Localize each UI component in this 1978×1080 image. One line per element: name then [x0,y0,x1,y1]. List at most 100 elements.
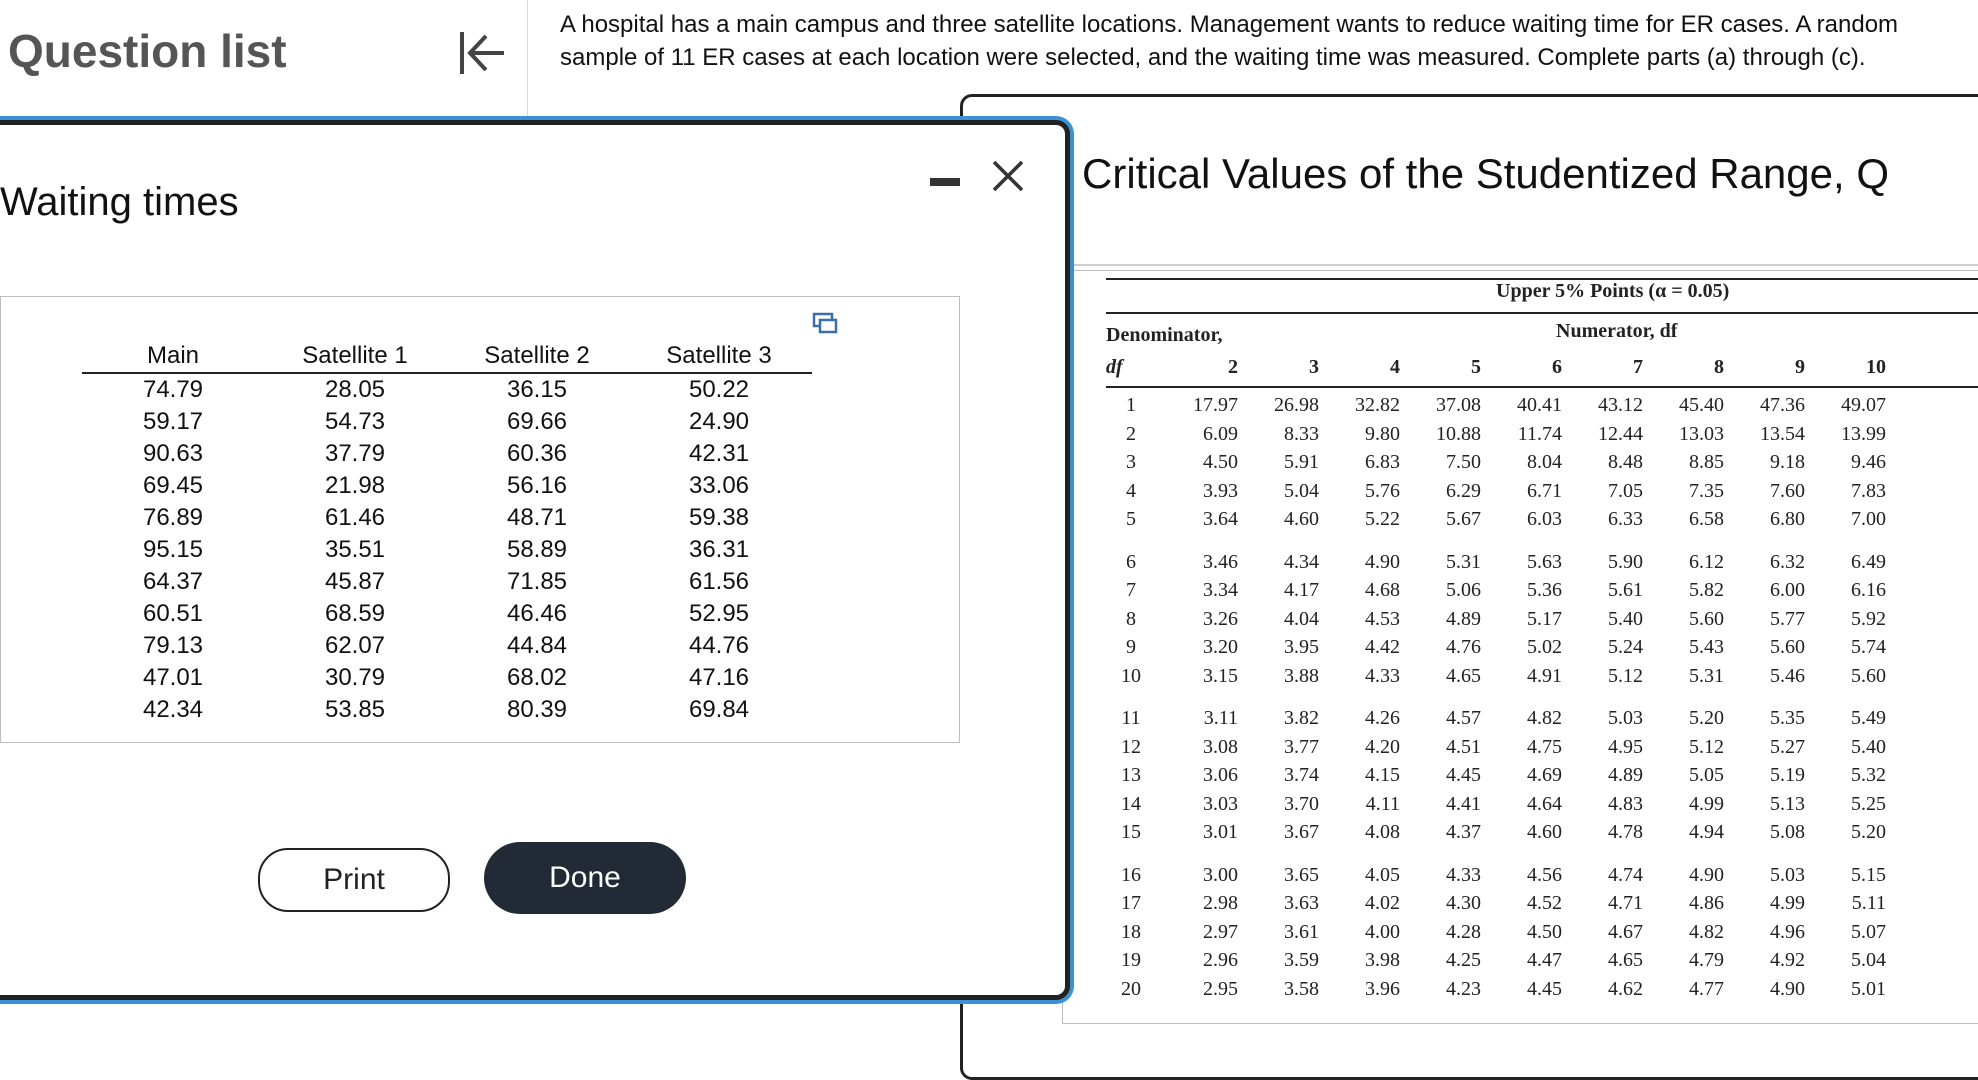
q-value-cell: 4.28 [1446,920,1481,943]
q-value-cell: 5.32 [1851,764,1886,786]
close-icon[interactable] [990,158,1026,194]
table-cell: 28.05 [324,376,386,403]
q-value-cell: 5.31 [1446,550,1481,573]
table-cell: 42.34 [142,696,204,723]
q-value-cell: 4.45 [1527,977,1562,1000]
table-cell: 48.71 [506,504,568,531]
q-value-cell: 9.18 [1770,451,1805,473]
q-value-cell: 4.68 [1365,579,1400,601]
q-value-cell: 5.04 [1284,479,1319,502]
q-value-cell: 4.92 [1770,949,1805,971]
q-value-cell: 5.25 [1851,792,1886,815]
q-value-cell: 4.83 [1608,792,1643,815]
df-row-label: 12 [1121,735,1141,758]
question-text: A hospital has a main campus and three s… [560,11,1899,71]
q-value-cell: 4.91 [1527,664,1562,687]
table-cell: 30.79 [324,664,386,691]
q-value-cell: 3.74 [1284,764,1319,786]
q-value-cell: 4.11 [1365,792,1400,815]
df-row-label: 6 [1126,550,1136,573]
q-value-cell: 4.05 [1365,863,1400,886]
q-value-cell: 8.04 [1527,451,1562,473]
table-cell: 79.13 [142,632,204,659]
q-value-cell: 3.82 [1284,707,1319,729]
q-value-cell: 6.29 [1446,479,1481,502]
q-value-cell: 5.90 [1608,550,1643,573]
q-value-cell: 4.50 [1203,451,1238,473]
table-cell: 61.56 [688,568,750,595]
q-value-cell: 5.19 [1770,764,1805,786]
table-cell: 56.16 [506,472,568,499]
df-row-label: 8 [1126,607,1136,630]
collapse-left-icon[interactable] [456,28,508,78]
q-value-cell: 4.57 [1446,707,1481,729]
dialog-title: Waiting times [0,180,239,224]
numerator-col-header: 4 [1390,356,1400,378]
minimize-icon[interactable] [930,178,960,186]
copy-icon[interactable] [812,312,838,336]
table-cell: 37.79 [324,440,386,467]
table-cell: 76.89 [142,504,204,531]
q-value-cell: 5.92 [1851,607,1886,630]
q-value-cell: 4.47 [1527,949,1562,971]
q-value-cell: 5.82 [1689,579,1724,601]
q-value-cell: 10.88 [1436,422,1481,445]
q-value-cell: 6.16 [1851,579,1886,601]
q-value-cell: 5.11 [1851,892,1886,914]
table-cell: 45.87 [324,568,386,595]
table-cell: 90.63 [142,440,204,467]
q-value-cell: 4.90 [1689,863,1724,886]
q-value-cell: 5.43 [1689,636,1724,658]
q-value-cell: 3.95 [1284,636,1319,658]
q-value-cell: 12.44 [1598,422,1643,445]
q-value-cell: 3.65 [1284,863,1319,886]
table-cell: 59.17 [142,408,204,435]
q-value-cell: 5.60 [1689,607,1724,630]
q-value-cell: 4.42 [1365,636,1400,658]
numerator-col-header: 9 [1795,356,1805,378]
q-value-cell: 6.00 [1770,579,1805,601]
table-cell: 52.95 [688,600,750,627]
q-value-cell: 4.02 [1365,892,1400,914]
q-value-cell: 4.77 [1689,977,1724,1000]
table-cell: 60.36 [506,440,568,467]
q-value-cell: 5.40 [1608,607,1643,630]
q-value-cell: 5.20 [1851,821,1886,843]
q-value-cell: 4.96 [1770,920,1805,943]
numerator-col-header: 7 [1633,356,1643,378]
numerator-col-header: 6 [1552,356,1562,378]
df-row-label: 13 [1121,764,1141,786]
q-value-cell: 6.09 [1203,422,1238,445]
q-value-cell: 5.22 [1365,508,1400,530]
q-value-cell: 4.33 [1446,863,1481,886]
df-row-label: 3 [1126,451,1136,473]
q-value-cell: 4.99 [1689,792,1724,815]
q-value-cell: 4.95 [1608,735,1643,758]
print-button[interactable]: Print [258,848,450,912]
q-value-cell: 5.63 [1527,550,1562,573]
q-value-cell: 5.04 [1851,949,1886,971]
df-row-label: 10 [1121,664,1141,687]
q-value-cell: 6.03 [1527,508,1562,530]
numerator-col-header: 10 [1866,356,1886,378]
q-value-cell: 17.97 [1193,394,1238,416]
q-value-cell: 6.71 [1527,479,1562,502]
studentized-range-table: Upper 5% Points (α = 0.05) Denominator, … [1106,276,1978,1020]
q-value-cell: 5.05 [1689,764,1724,786]
table-cell: 36.31 [688,536,750,563]
q-value-cell: 4.82 [1527,707,1562,729]
table-cell: 44.76 [688,632,750,659]
q-value-cell: 5.60 [1851,664,1886,687]
q-value-cell: 5.31 [1689,664,1724,687]
q-value-cell: 4.00 [1365,920,1400,943]
q-value-cell: 3.34 [1203,579,1238,601]
q-value-cell: 47.36 [1760,394,1805,416]
done-button[interactable]: Done [484,842,686,914]
q-value-cell: 5.46 [1770,664,1805,687]
q-value-cell: 13.03 [1679,422,1724,445]
df-row-label: 16 [1121,863,1141,886]
q-value-cell: 5.17 [1527,607,1562,630]
reference-title: Critical Values of the Studentized Range… [1082,150,1890,197]
q-value-cell: 3.46 [1203,550,1238,573]
q-value-cell: 43.12 [1598,394,1643,416]
